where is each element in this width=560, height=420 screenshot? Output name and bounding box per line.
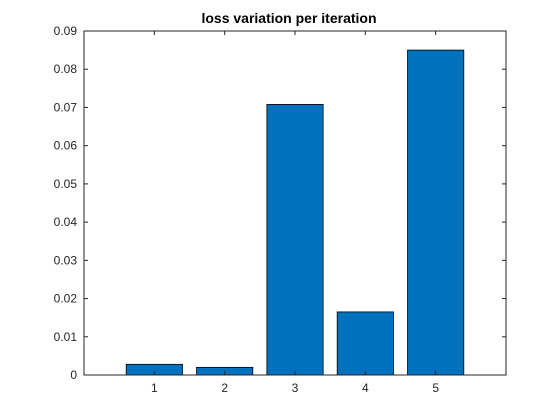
chart-title: loss variation per iteration xyxy=(201,10,376,26)
x-tick-label-0: 1 xyxy=(151,381,158,395)
y-tick-label-3: 0.03 xyxy=(54,253,78,267)
x-tick-label-2: 3 xyxy=(292,381,299,395)
bar-3 xyxy=(266,103,324,376)
bars-layer xyxy=(125,49,465,376)
y-tick-label-8: 0.08 xyxy=(54,62,78,76)
y-tick-label-0: 0 xyxy=(70,368,77,382)
ticks-layer: 0 0.01 0.02 0.03 0.04 0.05 0.06 0.07 0.08 0.09 1 2 3… xyxy=(54,24,506,395)
y-tick-label-7: 0.07 xyxy=(54,100,78,114)
y-tick-label-2: 0.02 xyxy=(54,292,78,306)
y-tick-label-9: 0.09 xyxy=(54,24,78,38)
y-tick-label-6: 0.06 xyxy=(54,139,78,153)
x-tick-label-1: 2 xyxy=(221,381,228,395)
y-tick-label-4: 0.04 xyxy=(54,215,78,229)
x-tick-label-4: 5 xyxy=(432,381,439,395)
y-tick-label-5: 0.05 xyxy=(54,177,78,191)
bar-4 xyxy=(336,311,394,376)
x-tick-label-3: 4 xyxy=(362,381,369,395)
y-tick-label-1: 0.01 xyxy=(54,330,78,344)
bar-5 xyxy=(407,49,465,376)
